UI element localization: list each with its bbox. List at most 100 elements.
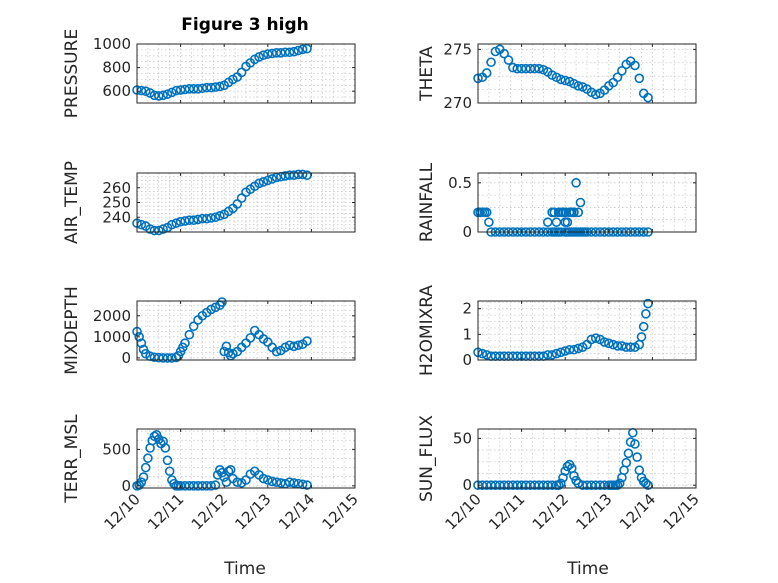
x-axis-label-left: Time bbox=[223, 559, 266, 579]
data-point bbox=[625, 342, 636, 352]
data-point bbox=[289, 478, 299, 488]
y-tick-label: 240 bbox=[102, 208, 131, 226]
panel-sun_flux: 0 50 12/10 12/11 12/12 12/13 12/14 12/15 SUN_FLU… bbox=[417, 415, 703, 534]
y-tick-label: 1000 bbox=[93, 328, 131, 346]
x-tick-label: 12/10 bbox=[442, 490, 485, 533]
panel-pressure: 600 800 1000 PRESSURE bbox=[62, 29, 356, 118]
data-point bbox=[634, 73, 645, 84]
data-point bbox=[171, 85, 182, 96]
data-point bbox=[262, 175, 273, 186]
data-point bbox=[612, 480, 623, 490]
data-point bbox=[175, 216, 186, 227]
data-point bbox=[258, 473, 269, 484]
data-point bbox=[293, 45, 304, 56]
data-point bbox=[573, 343, 584, 354]
data-point bbox=[254, 52, 264, 62]
data-point bbox=[560, 207, 571, 218]
data-point bbox=[184, 329, 195, 340]
data-point bbox=[140, 462, 151, 473]
data-point bbox=[206, 481, 216, 491]
y-axis-label: RAINFALL bbox=[417, 162, 437, 242]
data-point bbox=[210, 82, 221, 92]
figure-title: Figure 3 high bbox=[181, 15, 309, 35]
data-point bbox=[508, 62, 518, 73]
data-point bbox=[160, 443, 171, 453]
data-point bbox=[638, 321, 649, 332]
data-point bbox=[210, 480, 221, 490]
data-point bbox=[564, 344, 575, 355]
data-point bbox=[481, 68, 492, 78]
y-tick-label: 50 bbox=[453, 429, 472, 447]
data-point bbox=[140, 86, 151, 96]
data-point bbox=[206, 82, 216, 93]
x-tick-label: 12/14 bbox=[616, 490, 659, 533]
y-tick-label: 1000 bbox=[93, 35, 131, 53]
axes-frame bbox=[477, 300, 697, 361]
x-axis-label-right: Time bbox=[566, 559, 609, 579]
axes-frame bbox=[477, 172, 697, 233]
data-point bbox=[223, 466, 234, 477]
data-point bbox=[284, 477, 295, 487]
data-point bbox=[154, 91, 164, 101]
y-tick-label: 2 bbox=[462, 300, 472, 318]
data-point bbox=[573, 81, 584, 91]
data-point bbox=[630, 439, 640, 449]
data-point bbox=[486, 57, 496, 68]
data-point bbox=[560, 75, 571, 86]
data-point bbox=[603, 338, 614, 349]
y-tick-label: 0 bbox=[462, 351, 472, 369]
data-point bbox=[267, 476, 277, 487]
data-point bbox=[556, 74, 566, 85]
x-tick-label: 12/11 bbox=[485, 490, 528, 533]
data-point bbox=[167, 87, 177, 98]
data-point bbox=[289, 341, 299, 352]
data-point bbox=[171, 218, 182, 228]
data-point bbox=[149, 225, 160, 236]
data-point bbox=[617, 341, 627, 351]
data-point bbox=[590, 89, 601, 100]
y-tick-label: 800 bbox=[102, 59, 131, 77]
data-point bbox=[562, 217, 573, 227]
data-point bbox=[284, 47, 295, 58]
data-point bbox=[569, 471, 579, 481]
y-axis-label: MIXDEPTH bbox=[62, 286, 82, 375]
y-tick-label: 0.5 bbox=[448, 174, 472, 192]
data-point bbox=[569, 344, 579, 355]
data-point bbox=[201, 213, 212, 224]
data-point bbox=[643, 92, 653, 103]
data-point bbox=[162, 455, 173, 466]
data-point bbox=[564, 207, 575, 218]
data-point bbox=[599, 337, 610, 347]
panel-mixdepth: 0 1000 2000 MIXDEPTH bbox=[62, 286, 356, 375]
data-point bbox=[623, 448, 634, 459]
data-point bbox=[162, 89, 173, 99]
data-point bbox=[553, 480, 564, 490]
data-point bbox=[145, 224, 155, 234]
axes-frame bbox=[477, 43, 697, 104]
data-point bbox=[617, 66, 627, 76]
y-tick-label: 1 bbox=[462, 325, 472, 343]
data-point bbox=[262, 49, 273, 59]
y-tick-label: 0 bbox=[462, 223, 472, 241]
data-point bbox=[188, 321, 199, 332]
data-point bbox=[175, 85, 186, 95]
data-point bbox=[573, 478, 584, 489]
data-point bbox=[164, 466, 175, 477]
data-point bbox=[481, 207, 492, 218]
data-point bbox=[547, 350, 557, 360]
data-point bbox=[154, 225, 164, 236]
data-point bbox=[138, 472, 149, 482]
data-point bbox=[542, 350, 553, 360]
data-point bbox=[271, 346, 282, 357]
x-tick-label: 12/10 bbox=[101, 490, 144, 533]
data-point bbox=[245, 333, 256, 343]
y-tick-label: 260 bbox=[102, 179, 131, 197]
data-point bbox=[232, 477, 243, 487]
data-point bbox=[562, 461, 573, 472]
data-point bbox=[258, 50, 269, 61]
y-axis-label: TERR_MSL bbox=[62, 414, 82, 504]
data-point bbox=[481, 350, 492, 360]
data-point bbox=[558, 472, 568, 483]
